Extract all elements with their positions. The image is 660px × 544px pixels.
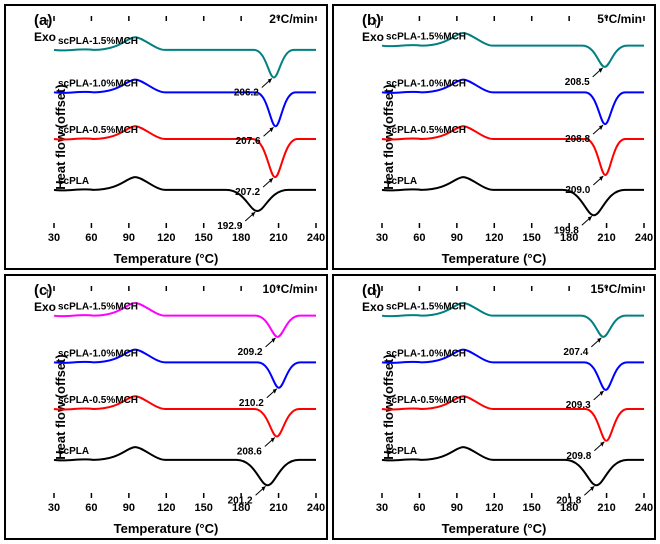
series-label: scPLA-1.5%MCH [58,302,138,313]
x-tick-label: 240 [635,232,653,244]
series-label: scPLA-1.0%MCH [386,348,466,359]
x-tick-label: 60 [85,502,97,514]
x-axis-label: Temperature (°C) [442,521,547,536]
exo-label: Exo [34,30,56,44]
rate-label: 10°C/min [263,282,314,296]
peak-annotation: 209.8 [566,451,591,462]
exo-arrow-icon: ↑ [44,14,51,30]
series-label: scPLA [386,176,417,187]
x-tick-label: 30 [48,232,60,244]
x-tick-label: 240 [307,232,325,244]
x-axis-label: Temperature (°C) [114,251,219,266]
x-tick-label: 150 [523,502,541,514]
exo-arrow-icon: ↑ [372,14,379,30]
plot-area-c: scPLA201.2scPLA-0.5%MCH208.6scPLA-1.0%MC… [54,286,316,498]
peak-annotation: 208.6 [237,447,262,458]
x-tick-label: 90 [123,232,135,244]
series-label: scPLA-0.5%MCH [58,395,138,406]
plot-svg-b: scPLA199.8scPLA-0.5%MCH209.0scPLA-1.0%MC… [382,16,644,228]
exo-label: Exo [34,300,56,314]
peak-annotation: 207.2 [235,187,260,198]
panel-b: (b) ↑ Exo 5°C/min Heat flow (offset) Tem… [332,4,656,270]
series-label: scPLA-1.0%MCH [386,78,466,89]
x-tick-label: 30 [376,502,388,514]
x-tick-label: 210 [597,232,615,244]
peak-annotation: 207.6 [236,136,261,147]
x-tick-label: 210 [269,502,287,514]
exo-label: Exo [362,300,384,314]
x-tick-label: 240 [307,502,325,514]
dsc-curve [382,177,644,215]
peak-annotation: 209.3 [566,400,591,411]
plot-area-a: scPLA192.9scPLA-0.5%MCH207.2scPLA-1.0%MC… [54,16,316,228]
peak-annotation: 209.2 [238,347,263,358]
x-ticks-d: 306090120150180210240 [382,502,644,516]
plot-area-b: scPLA199.8scPLA-0.5%MCH209.0scPLA-1.0%MC… [382,16,644,228]
x-tick-label: 150 [195,502,213,514]
series-label: scPLA-0.5%MCH [58,125,138,136]
series-label: scPLA-1.0%MCH [58,348,138,359]
peak-annotation: 207.4 [563,347,588,358]
x-tick-label: 90 [451,502,463,514]
series-label: scPLA [386,446,417,457]
exo-arrow-icon: ↑ [372,284,379,300]
x-tick-label: 60 [413,502,425,514]
x-tick-label: 60 [85,232,97,244]
x-tick-label: 60 [413,232,425,244]
panel-d: (d) ↑ Exo 15°C/min Heat flow (offset) Te… [332,274,656,540]
figure-grid: (a) ↑ Exo 2°C/min Heat flow (offset) Tem… [0,0,660,544]
rate-label: 2°C/min [269,12,314,26]
plot-svg-d: scPLA201.8scPLA-0.5%MCH209.8scPLA-1.0%MC… [382,286,644,498]
rate-label: 15°C/min [591,282,642,296]
series-label: scPLA-1.0%MCH [58,78,138,89]
x-tick-label: 120 [157,502,175,514]
series-label: scPLA-1.5%MCH [58,36,138,47]
exo-arrow-icon: ↑ [44,284,51,300]
plot-svg-a: scPLA192.9scPLA-0.5%MCH207.2scPLA-1.0%MC… [54,16,316,228]
peak-annotation: 206.2 [234,87,259,98]
x-tick-label: 30 [376,232,388,244]
x-tick-label: 120 [157,232,175,244]
x-tick-label: 120 [485,502,503,514]
series-label: scPLA-1.5%MCH [386,302,466,313]
x-tick-label: 180 [560,502,578,514]
x-ticks-a: 306090120150180210240 [54,232,316,246]
plot-svg-c: scPLA201.2scPLA-0.5%MCH208.6scPLA-1.0%MC… [54,286,316,498]
x-tick-label: 210 [269,232,287,244]
x-tick-label: 180 [232,502,250,514]
x-axis-label: Temperature (°C) [114,521,219,536]
series-label: scPLA-0.5%MCH [386,395,466,406]
series-label: scPLA-0.5%MCH [386,125,466,136]
panel-a: (a) ↑ Exo 2°C/min Heat flow (offset) Tem… [4,4,328,270]
x-tick-label: 240 [635,502,653,514]
plot-area-d: scPLA201.8scPLA-0.5%MCH209.8scPLA-1.0%MC… [382,286,644,498]
x-tick-label: 150 [523,232,541,244]
peak-annotation: 210.2 [239,398,264,409]
series-label: scPLA [58,446,89,457]
dsc-curve [382,447,644,485]
peak-annotation: 208.5 [565,77,590,88]
series-label: scPLA-1.5%MCH [386,32,466,43]
exo-label: Exo [362,30,384,44]
x-tick-label: 180 [560,232,578,244]
x-tick-label: 120 [485,232,503,244]
peak-annotation: 208.8 [565,134,590,145]
series-label: scPLA [58,176,89,187]
x-axis-label: Temperature (°C) [442,251,547,266]
x-tick-label: 180 [232,232,250,244]
x-tick-label: 150 [195,232,213,244]
peak-annotation: 209.0 [565,185,590,196]
x-tick-label: 90 [123,502,135,514]
rate-label: 5°C/min [597,12,642,26]
x-ticks-b: 306090120150180210240 [382,232,644,246]
peak-annotation: 192.9 [217,221,242,232]
x-tick-label: 30 [48,502,60,514]
x-tick-label: 90 [451,232,463,244]
x-ticks-c: 306090120150180210240 [54,502,316,516]
dsc-curve [54,177,316,211]
x-tick-label: 210 [597,502,615,514]
panel-c: (c) ↑ Exo 10°C/min Heat flow (offset) Te… [4,274,328,540]
dsc-curve [54,447,316,485]
